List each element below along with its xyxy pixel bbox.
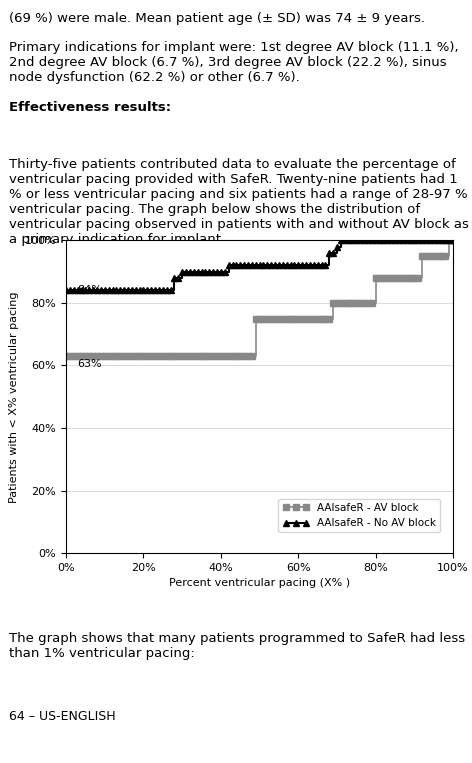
- Text: 64 – US-ENGLISH: 64 – US-ENGLISH: [9, 710, 116, 723]
- AAIsafeR - AV block: [447, 236, 452, 245]
- AAIsafeR - No AV block: [338, 236, 344, 245]
- Legend: AAIsafeR - AV block, AAIsafeR - No AV block: AAIsafeR - AV block, AAIsafeR - No AV bl…: [278, 499, 440, 533]
- AAIsafeR - No AV block: [450, 236, 456, 245]
- AAIsafeR - AV block: [63, 352, 69, 361]
- AAIsafeR - No AV block: [295, 261, 301, 270]
- Text: Effectiveness results:: Effectiveness results:: [9, 101, 171, 114]
- AAIsafeR - AV block: [241, 352, 247, 361]
- Text: 63%: 63%: [78, 359, 102, 369]
- AAIsafeR - No AV block: [90, 286, 96, 295]
- Line: AAIsafeR - AV block: AAIsafeR - AV block: [63, 237, 456, 359]
- AAIsafeR - No AV block: [241, 261, 247, 270]
- AAIsafeR - AV block: [334, 298, 340, 307]
- AAIsafeR - AV block: [450, 236, 456, 245]
- AAIsafeR - No AV block: [357, 236, 363, 245]
- AAIsafeR - AV block: [160, 352, 166, 361]
- Text: Primary indications for implant were: 1st degree AV block (11.1 %),
2nd degree A: Primary indications for implant were: 1s…: [9, 41, 459, 85]
- Text: (69 %) were male. Mean patient age (± SD) was 74 ± 9 years.: (69 %) were male. Mean patient age (± SD…: [9, 12, 425, 25]
- AAIsafeR - AV block: [90, 352, 96, 361]
- Text: Thirty-five patients contributed data to evaluate the percentage of
ventricular : Thirty-five patients contributed data to…: [9, 159, 469, 246]
- Text: The graph shows that many patients programmed to SafeR had less
than 1% ventricu: The graph shows that many patients progr…: [9, 632, 465, 660]
- Y-axis label: Patients with < X% ventricular pacing: Patients with < X% ventricular pacing: [9, 291, 19, 503]
- AAIsafeR - No AV block: [63, 286, 69, 295]
- AAIsafeR - AV block: [354, 298, 359, 307]
- AAIsafeR - AV block: [295, 314, 301, 323]
- AAIsafeR - No AV block: [334, 242, 340, 251]
- AAIsafeR - No AV block: [160, 286, 166, 295]
- X-axis label: Percent ventricular pacing (X% ): Percent ventricular pacing (X% ): [169, 578, 350, 588]
- Line: AAIsafeR - No AV block: AAIsafeR - No AV block: [63, 237, 456, 294]
- Text: 84%: 84%: [78, 285, 102, 295]
